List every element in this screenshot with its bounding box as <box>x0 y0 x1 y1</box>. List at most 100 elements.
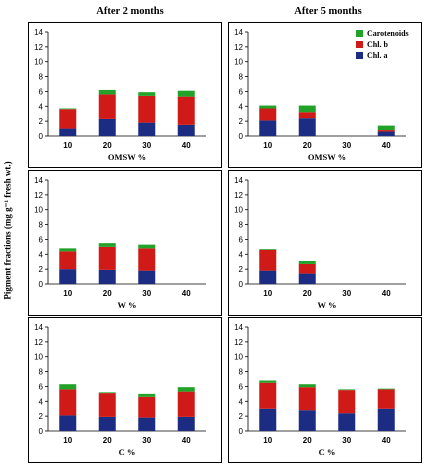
bar-chl-b-20 <box>98 393 116 417</box>
bar-carotenoids-40 <box>177 387 195 392</box>
bar-chl-b-20 <box>298 387 316 411</box>
bar-chl-a-20 <box>298 118 316 136</box>
y-tick-label: 6 <box>239 382 244 391</box>
chart-svg-6: 0 2 4 6 8 10 12 14 10 20 30 40 C % <box>228 317 422 463</box>
legend-swatch-carotenoids <box>356 30 363 37</box>
bar-chl-a-30 <box>338 413 356 431</box>
y-tick-label: 2 <box>39 117 44 126</box>
legend-item-carotenoids: Carotenoids <box>356 28 409 39</box>
bar-chl-a-30 <box>138 417 156 431</box>
x-tick-label: 30 <box>142 289 151 298</box>
bar-chl-b-20 <box>298 263 316 274</box>
y-tick-label: 10 <box>34 206 43 215</box>
panel-frame <box>228 170 422 316</box>
bar-chl-b-40 <box>177 96 195 125</box>
bar-carotenoids-30 <box>138 92 156 96</box>
bar-chl-a-10 <box>59 128 77 136</box>
y-tick-label: 14 <box>34 323 43 332</box>
chart-svg-4: 0 2 4 6 8 10 12 14 10 20 30 40 W % <box>228 170 422 316</box>
x-tick-label: 10 <box>263 289 272 298</box>
bar-chl-b-10 <box>259 108 277 121</box>
legend-item-chl-b: Chl. b <box>356 39 409 50</box>
x-tick-label: 10 <box>263 436 272 445</box>
bar-chl-a-40 <box>177 124 195 136</box>
panel-frame <box>28 170 222 316</box>
bar-carotenoids-10 <box>259 105 277 109</box>
y-tick-label: 8 <box>39 221 44 230</box>
y-tick-label: 12 <box>34 338 43 347</box>
bar-chl-b-40 <box>377 389 395 409</box>
legend-swatch-chl-a <box>356 52 363 59</box>
bar-carotenoids-20 <box>298 260 316 264</box>
bar-chl-b-10 <box>59 389 77 416</box>
x-tick-label: 40 <box>382 436 391 445</box>
y-tick-label: 0 <box>39 427 44 436</box>
y-tick-label: 8 <box>39 73 44 82</box>
bar-chl-a-30 <box>138 270 156 284</box>
bar-carotenoids-10 <box>59 108 77 110</box>
x-tick-label: 30 <box>142 436 151 445</box>
x-tick-label: 20 <box>103 436 112 445</box>
chart-svg-2: 0 2 4 6 8 10 12 14 10 20 30 40 OMSW % <box>228 22 422 168</box>
x-tick-label: 40 <box>382 141 391 150</box>
y-tick-label: 10 <box>234 58 243 67</box>
x-tick-label: 30 <box>342 289 351 298</box>
x-tick-label: 20 <box>303 141 312 150</box>
bar-carotenoids-10 <box>259 249 277 250</box>
y-tick-label: 2 <box>39 412 44 421</box>
chart-panel-6: 0 2 4 6 8 10 12 14 10 20 30 40 C % <box>228 317 422 463</box>
y-tick-label: 14 <box>234 323 243 332</box>
x-tick-label: 10 <box>63 436 72 445</box>
bar-carotenoids-20 <box>298 384 316 388</box>
bar-chl-a-10 <box>59 415 77 431</box>
x-tick-label: 10 <box>263 141 272 150</box>
x-tick-label: 40 <box>382 289 391 298</box>
chart-panel-1: 0 2 4 6 8 10 12 14 10 20 30 40 OMSW % <box>28 22 222 168</box>
y-tick-label: 0 <box>39 280 44 289</box>
bar-chl-a-20 <box>98 416 116 431</box>
y-tick-label: 2 <box>39 265 44 274</box>
y-tick-label: 14 <box>34 176 43 185</box>
legend-label-chl-a: Chl. a <box>367 51 388 60</box>
bar-chl-a-10 <box>259 270 277 284</box>
bar-carotenoids-40 <box>377 388 395 390</box>
bar-carotenoids-10 <box>259 380 277 383</box>
y-tick-label: 2 <box>239 265 244 274</box>
chart-svg-1: 0 2 4 6 8 10 12 14 10 20 30 40 OMSW % <box>28 22 222 168</box>
y-tick-label: 12 <box>234 191 243 200</box>
y-tick-label: 10 <box>234 206 243 215</box>
y-tick-label: 4 <box>239 397 244 406</box>
bar-chl-b-10 <box>59 251 77 270</box>
y-tick-label: 2 <box>239 117 244 126</box>
y-tick-label: 4 <box>239 102 244 111</box>
bar-chl-a-10 <box>259 408 277 431</box>
panel-frame <box>228 22 422 168</box>
x-axis-label: W % <box>318 300 337 310</box>
bar-chl-a-10 <box>259 120 277 136</box>
y-axis-label: Pigment fractions (mg g⁻¹ fresh wt.) <box>2 161 13 300</box>
x-axis-label: C % <box>119 447 136 457</box>
y-tick-label: 6 <box>39 235 44 244</box>
legend: Carotenoids Chl. b Chl. a <box>356 28 409 61</box>
x-axis-label: C % <box>319 447 336 457</box>
y-tick-label: 12 <box>34 43 43 52</box>
bar-carotenoids-20 <box>98 392 116 394</box>
y-tick-label: 14 <box>234 176 243 185</box>
bar-chl-a-20 <box>98 269 116 284</box>
y-tick-label: 10 <box>234 353 243 362</box>
bar-chl-b-20 <box>298 112 316 119</box>
bar-carotenoids-20 <box>98 89 116 95</box>
bar-chl-b-30 <box>138 248 156 271</box>
bar-chl-a-10 <box>59 269 77 284</box>
bar-chl-b-20 <box>98 94 116 119</box>
chart-panel-3: 0 2 4 6 8 10 12 14 10 20 30 40 W % <box>28 170 222 316</box>
x-tick-label: 10 <box>63 141 72 150</box>
bar-chl-b-40 <box>177 391 195 417</box>
x-axis-label: W % <box>118 300 137 310</box>
chart-svg-3: 0 2 4 6 8 10 12 14 10 20 30 40 W % <box>28 170 222 316</box>
y-tick-label: 4 <box>39 250 44 259</box>
x-tick-label: 30 <box>342 141 351 150</box>
x-tick-label: 40 <box>182 436 191 445</box>
x-tick-label: 20 <box>303 436 312 445</box>
y-tick-label: 6 <box>239 87 244 96</box>
